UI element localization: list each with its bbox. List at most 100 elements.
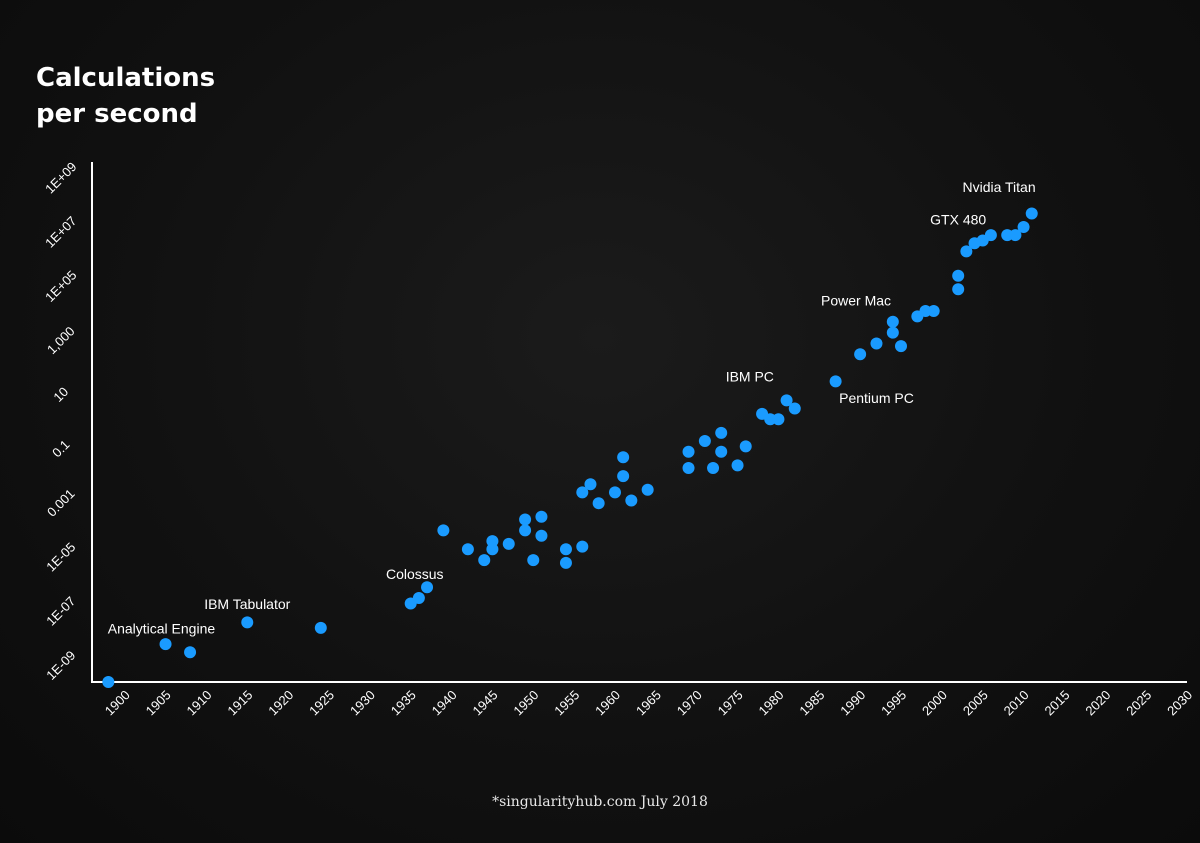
x-tick-label: 2010 [1001, 687, 1032, 718]
data-point [576, 486, 589, 499]
data-point [625, 494, 638, 507]
data-point [535, 510, 548, 523]
data-point [535, 529, 548, 542]
data-point [886, 326, 899, 339]
data-point [984, 229, 997, 242]
data-point [927, 304, 940, 317]
y-tick-label: 1E+09 [42, 159, 79, 196]
x-tick-label: 1920 [265, 687, 296, 718]
data-point [584, 478, 597, 491]
data-point [707, 462, 720, 475]
annotation-label: GTX 480 [930, 211, 986, 227]
y-tick-label: 0.001 [44, 486, 78, 520]
x-tick-label: 1980 [756, 687, 787, 718]
y-tick-label: 1E-05 [43, 539, 78, 574]
x-tick-label: 1960 [592, 687, 623, 718]
x-tick-label: 1930 [347, 687, 378, 718]
data-point [478, 554, 491, 567]
annotation-label: IBM Tabulator [204, 596, 290, 612]
y-tick-label: 1,000 [44, 323, 78, 357]
data-point [617, 451, 630, 464]
x-tick-label: 1935 [388, 687, 419, 718]
data-point [527, 554, 540, 567]
y-tick-labels: 1E-09 1E-07 1E-05 0.001 0.1 10 1,000 1E+05 1E+07… [42, 159, 79, 683]
annotation-label: Analytical Engine [108, 620, 216, 636]
y-tick-label: 1E-07 [43, 594, 78, 629]
x-tick-label: 2020 [1082, 687, 1113, 718]
data-point [715, 426, 728, 439]
data-point [102, 676, 115, 688]
x-tick-label: 1950 [510, 687, 541, 718]
data-point [437, 524, 450, 537]
data-point [682, 462, 695, 475]
data-point [314, 621, 327, 634]
data-point [1009, 229, 1022, 242]
data-point [592, 497, 605, 510]
x-tick-label: 1910 [184, 687, 215, 718]
x-tick-label: 1900 [102, 687, 133, 718]
x-tick-label: 1915 [224, 687, 255, 718]
x-tick-label: 1975 [715, 687, 746, 718]
data-point [854, 348, 867, 361]
data-point [1017, 221, 1030, 233]
data-point [184, 646, 197, 659]
annotation-label: Nvidia Titan [962, 179, 1035, 195]
x-tick-label: 1955 [551, 687, 582, 718]
data-point [576, 540, 589, 553]
y-tick-label: 1E-09 [43, 648, 78, 683]
source-note: *singularityhub.com July 2018 [492, 794, 708, 810]
data-point [715, 445, 728, 458]
data-point [421, 581, 434, 594]
x-tick-label: 1905 [143, 687, 174, 718]
data-point [412, 592, 425, 605]
y-tick-label: 0.1 [49, 437, 72, 460]
data-point [559, 543, 572, 556]
data-point [870, 337, 883, 350]
chart-title: Calculations per second [36, 60, 215, 132]
x-tick-label: 1965 [633, 687, 664, 718]
chart-title-line-2: per second [36, 99, 198, 129]
y-tick-label: 1E+07 [42, 213, 79, 250]
data-point [559, 556, 572, 569]
data-point [829, 375, 842, 388]
x-tick-label: 2030 [1164, 687, 1195, 718]
annotation-label: IBM PC [726, 368, 774, 384]
data-point [682, 445, 695, 458]
data-point [502, 537, 515, 550]
x-tick-label: 1925 [306, 687, 337, 718]
data-point [960, 245, 973, 258]
data-point [608, 486, 621, 499]
chart-title-line-1: Calculations [36, 63, 216, 93]
data-point [780, 394, 793, 407]
y-tick-label: 1E+05 [42, 267, 79, 304]
x-tick-label: 1995 [878, 687, 909, 718]
data-point [772, 413, 785, 426]
x-tick-label: 1970 [674, 687, 705, 718]
annotation-label: Pentium PC [839, 390, 914, 406]
data-point [698, 434, 711, 447]
x-tick-label: 1990 [837, 687, 868, 718]
annotation-label: Colossus [386, 566, 444, 582]
point-annotations: Analytical Engine IBM Tabulator Colossus IB… [108, 179, 1036, 636]
x-tick-label: 1945 [470, 687, 501, 718]
x-tick-label: 2005 [960, 687, 991, 718]
data-point [617, 470, 630, 483]
data-point [241, 616, 254, 629]
x-tick-label: 2025 [1123, 687, 1154, 718]
data-point [952, 269, 965, 282]
data-point [886, 315, 899, 328]
data-point [519, 513, 532, 526]
x-tick-label: 1940 [429, 687, 460, 718]
data-point [1025, 207, 1038, 220]
x-tick-label: 1985 [796, 687, 827, 718]
data-point [486, 535, 499, 548]
data-point [641, 483, 654, 496]
data-point [731, 459, 744, 472]
data-points [102, 207, 1038, 688]
x-tick-labels: 1900 1905 1910 1915 1920 1925 1930 1935 1940 1945… [102, 687, 1195, 718]
data-point [788, 402, 801, 415]
x-tick-label: 2000 [919, 687, 950, 718]
data-point [461, 543, 474, 556]
data-point [894, 340, 907, 353]
